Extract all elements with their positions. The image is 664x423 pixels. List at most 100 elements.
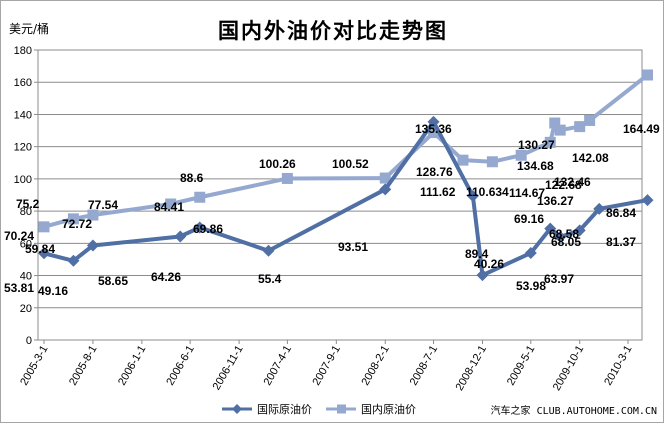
data-label: 64.26 <box>151 270 181 284</box>
data-point <box>574 121 586 133</box>
x-tick-label: 2005-8-1 <box>67 344 99 388</box>
chart-title: 国内外油价对比走势图 <box>218 19 448 43</box>
legend-label: 国际原油价 <box>257 402 312 416</box>
data-point <box>549 117 561 129</box>
x-tick-label: 2005-3-1 <box>18 344 50 388</box>
data-label: 58.65 <box>98 274 128 288</box>
data-point <box>67 254 80 267</box>
data-label: 49.16 <box>38 284 68 298</box>
data-label: 55.4 <box>258 272 282 286</box>
y-axis-unit: 美元/桶 <box>9 22 50 36</box>
data-label: 68.58 <box>549 227 579 241</box>
data-label: 53.81 <box>4 281 34 295</box>
data-point <box>642 69 654 81</box>
data-label: 134.68 <box>517 159 554 173</box>
data-label: 40.26 <box>474 257 504 271</box>
data-point <box>641 194 654 207</box>
data-point <box>193 221 206 234</box>
data-label: 114.67 <box>509 186 545 200</box>
data-label: 132.46 <box>554 175 591 189</box>
data-label: 110.634 <box>466 185 509 199</box>
data-point <box>593 202 606 215</box>
data-label: 84.41 <box>154 200 184 214</box>
data-point <box>165 198 177 210</box>
data-point <box>428 127 440 139</box>
x-tick-label: 2008-12-1 <box>454 344 489 393</box>
data-label: 72.72 <box>62 217 92 231</box>
data-label: 59.84 <box>25 242 55 256</box>
x-tick-label: 2006-6-1 <box>164 344 196 388</box>
data-label: 69.86 <box>193 222 223 236</box>
data-point <box>379 172 391 184</box>
data-point <box>427 115 440 128</box>
data-label: 100.52 <box>332 157 369 171</box>
x-tick-label: 2008-2-1 <box>359 344 391 388</box>
y-tick-label: 140 <box>14 109 32 121</box>
data-label: 75.2 <box>16 197 40 211</box>
data-label: 142.08 <box>572 151 609 165</box>
data-point <box>476 269 489 282</box>
y-tick-label: 100 <box>14 174 32 186</box>
data-point <box>194 191 206 203</box>
data-label: 70.24 <box>4 229 34 243</box>
y-tick-label: 60 <box>20 238 32 250</box>
legend-marker <box>232 404 242 414</box>
x-tick-label: 2006-11-1 <box>211 344 246 393</box>
data-label: 164.49 <box>623 122 660 136</box>
data-point <box>544 136 556 148</box>
data-point <box>554 230 567 243</box>
data-label: 100.26 <box>259 157 296 171</box>
y-tick-label: 0 <box>26 335 32 347</box>
series-line-intl <box>43 119 648 278</box>
data-point <box>486 156 498 168</box>
x-tick-label: 2007-9-1 <box>311 344 343 388</box>
plot-area <box>37 49 643 341</box>
y-tick-label: 40 <box>20 271 32 283</box>
data-point <box>573 224 586 237</box>
data-point <box>524 247 537 260</box>
data-label: 89.4 <box>465 247 489 261</box>
data-point <box>86 239 99 252</box>
x-tick-label: 2009-10-1 <box>551 344 586 393</box>
data-label: 93.51 <box>338 240 368 254</box>
legend-marker <box>337 404 346 414</box>
data-point <box>466 189 479 202</box>
data-label: 77.54 <box>88 198 118 212</box>
x-tick-label: 2010-3-1 <box>602 344 634 388</box>
data-label: 135.36 <box>415 122 452 136</box>
data-label: 69.16 <box>514 212 544 226</box>
data-point <box>379 183 392 196</box>
data-label: 63.97 <box>544 272 574 286</box>
data-point <box>38 221 50 233</box>
y-tick-label: 160 <box>14 77 32 89</box>
data-point <box>262 244 275 257</box>
data-label: 130.27 <box>518 138 555 152</box>
watermark: 汽车之家 CLUB.AUTOHOME.COM.CN <box>490 406 657 417</box>
data-point <box>554 124 566 136</box>
data-point <box>67 213 79 225</box>
data-label: 81.37 <box>606 235 636 249</box>
data-point <box>544 222 557 235</box>
data-label: 136.27 <box>537 194 574 208</box>
data-label: 111.62 <box>420 185 456 199</box>
data-label: 53.98 <box>516 279 546 293</box>
data-point <box>584 114 596 126</box>
data-label: 68.05 <box>551 235 581 249</box>
data-point <box>457 154 469 166</box>
data-point <box>87 209 99 221</box>
data-point <box>174 230 187 243</box>
x-tick-label: 2007-4-1 <box>262 344 294 388</box>
data-point <box>515 149 527 161</box>
data-label: 128.76 <box>416 165 453 179</box>
data-label: 88.6 <box>180 171 204 185</box>
y-tick-label: 80 <box>20 206 32 218</box>
x-tick-label: 2009-5-1 <box>505 344 537 388</box>
legend-label: 国内原油价 <box>361 402 416 416</box>
x-tick-label: 2006-1-1 <box>116 344 148 388</box>
y-tick-label: 20 <box>20 303 32 315</box>
data-label: 122.68 <box>545 178 582 192</box>
x-tick-label: 2008-7-1 <box>408 344 440 388</box>
data-point <box>38 247 50 260</box>
y-tick-label: 180 <box>14 45 32 57</box>
